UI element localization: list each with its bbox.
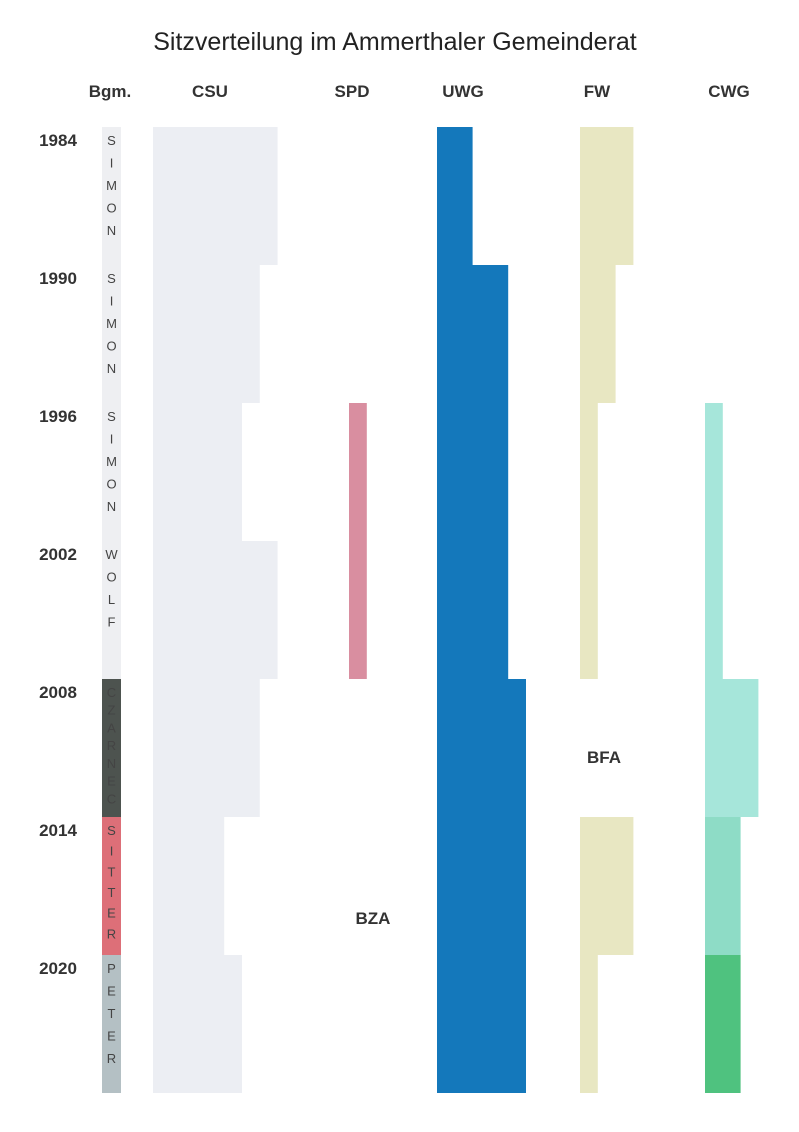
mayor-band-1984 [102, 127, 121, 265]
bar-cwg-1996 [705, 403, 723, 541]
mayor-band-2002 [102, 541, 121, 679]
year-label-2002: 2002 [39, 545, 77, 564]
bar-uwg-2020 [437, 955, 526, 1093]
mayor-band-1990 [102, 265, 121, 403]
mayor-band-1996 [102, 403, 121, 541]
chart-title: Sitzverteilung im Ammerthaler Gemeindera… [153, 28, 637, 56]
bar-csu-2014 [153, 817, 225, 955]
bar-fw-2020 [580, 955, 598, 1093]
bar-csu-1984 [153, 127, 278, 265]
party-headers: CSU SPD UWG FW CWG [192, 82, 750, 101]
bar-fw-1996 [580, 403, 598, 541]
bar-csu-2020 [153, 955, 242, 1093]
header-fw: FW [584, 82, 611, 101]
year-label-1996: 1996 [39, 407, 77, 426]
year-label-2008: 2008 [39, 683, 77, 702]
bar-cwg-2008 [705, 679, 759, 817]
bar-csu-1996 [153, 403, 242, 541]
mayor-band-2008 [102, 679, 121, 817]
bar-csu-2008 [153, 679, 260, 817]
bar-uwg-2002 [437, 541, 509, 679]
bar-fw-2014 [580, 817, 634, 955]
bar-cwg-2020 [705, 955, 741, 1093]
header-uwg: UWG [442, 82, 484, 101]
bar-uwg-1990 [437, 265, 509, 403]
bar-uwg-2008 [437, 679, 526, 817]
annotation-bfa: BFA [587, 748, 621, 767]
year-label-1984: 1984 [39, 131, 77, 150]
bar-fw-2002 [580, 541, 598, 679]
bar-fw-1984 [580, 127, 634, 265]
header-spd: SPD [335, 82, 370, 101]
bar-spd-1996 [349, 403, 367, 541]
bar-csu-2002 [153, 541, 278, 679]
bar-cwg-2014 [705, 817, 741, 955]
mayor-band-2020 [102, 955, 121, 1093]
party-bars [153, 127, 759, 1093]
mayor-band-2014 [102, 817, 121, 955]
bar-uwg-2014 [437, 817, 526, 955]
bar-spd-2002 [349, 541, 367, 679]
annotation-bza: BZA [356, 909, 391, 928]
annotations: BFA BZA [356, 748, 621, 928]
year-label-2020: 2020 [39, 959, 77, 978]
bar-csu-1990 [153, 265, 260, 403]
bar-fw-1990 [580, 265, 616, 403]
mayor-strip: S I M O N S I M O N S I M O N W O L F C Z A R N E C S I T T E R P E T E R [102, 127, 121, 1093]
bar-uwg-1984 [437, 127, 473, 265]
term-year-labels: 1984 1990 1996 2002 2008 2014 2020 [39, 131, 77, 978]
mayor-column-header: Bgm. [89, 82, 132, 101]
bar-cwg-2002 [705, 541, 723, 679]
header-csu: CSU [192, 82, 228, 101]
header-cwg: CWG [708, 82, 750, 101]
year-label-2014: 2014 [39, 821, 77, 840]
bar-uwg-1996 [437, 403, 509, 541]
year-label-1990: 1990 [39, 269, 77, 288]
